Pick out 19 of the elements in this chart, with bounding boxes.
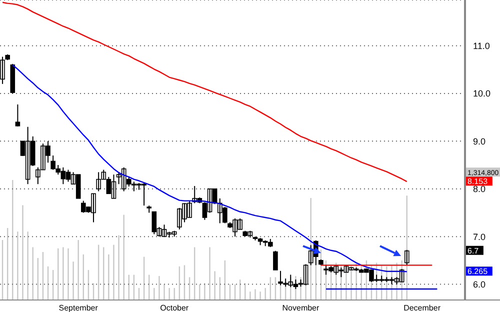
x-tick-label: October xyxy=(160,304,189,312)
candlestick xyxy=(15,104,20,127)
annotation: 6.265 xyxy=(468,267,488,276)
y-tick-label: 8.0 xyxy=(473,184,486,194)
candlestick xyxy=(0,56,5,84)
line-series xyxy=(2,2,408,182)
annotation: 6.7 xyxy=(468,246,480,256)
x-tick-label: November xyxy=(282,304,320,312)
y-tick-label: 10.0 xyxy=(473,88,491,99)
y-tick-label: 6.0 xyxy=(473,279,486,290)
annotation: 8.153 xyxy=(468,177,488,186)
x-tick-label: September xyxy=(58,304,98,312)
x-tick-label: December xyxy=(404,304,441,312)
y-tick-label: 7.0 xyxy=(473,232,486,242)
line-series xyxy=(12,64,408,272)
candlestick xyxy=(273,250,278,270)
candlestick xyxy=(404,249,410,266)
y-tick-label: 11.0 xyxy=(473,40,490,51)
y-tick-label: 9.0 xyxy=(473,136,486,146)
